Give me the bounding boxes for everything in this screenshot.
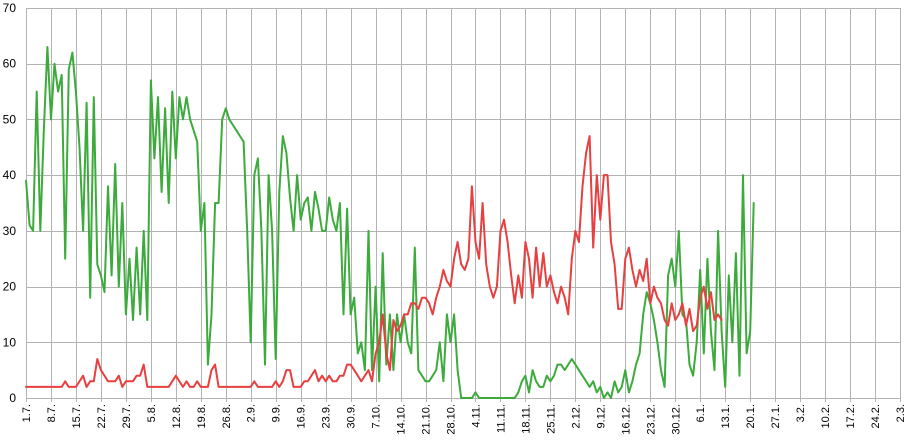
y-axis-ticks: 0 10 20 30 40 50 60 70 — [3, 1, 17, 405]
chart-grid — [26, 8, 901, 402]
x-tick-label: 24.2. — [870, 404, 882, 428]
x-tick-label: 13.1. — [720, 404, 732, 428]
x-tick-label: 5.8. — [146, 404, 158, 422]
y-tick-label: 10 — [3, 335, 17, 349]
y-tick-label: 70 — [3, 1, 17, 15]
x-tick-label: 3.2. — [795, 404, 807, 422]
x-tick-label: 10.2. — [820, 404, 832, 428]
x-tick-label: 4.11. — [470, 404, 482, 428]
y-tick-label: 40 — [3, 168, 17, 182]
x-tick-label: 23.9. — [321, 404, 333, 428]
x-tick-label: 7.10. — [371, 404, 383, 428]
x-tick-label: 2.3. — [895, 404, 907, 422]
x-tick-label: 2.9. — [246, 404, 258, 422]
x-tick-label: 21.10. — [421, 404, 433, 435]
series-line-1 — [25, 46, 755, 399]
chart-series — [25, 46, 755, 399]
x-tick-label: 17.2. — [845, 404, 857, 428]
x-tick-label: 11.11. — [495, 404, 507, 433]
series-line-2 — [25, 135, 723, 388]
x-axis-ticks: 1.7. 8.7. 15.7. 22.7. 29.7. 5.8. 12.8. 19.8. 26.… — [21, 404, 907, 435]
x-tick-label: 30.12. — [670, 404, 682, 435]
x-tick-label: 2.12. — [570, 404, 582, 428]
x-tick-label: 26.8. — [221, 404, 233, 428]
y-tick-label: 60 — [3, 57, 17, 71]
y-tick-label: 0 — [9, 391, 16, 405]
x-tick-label: 14.10. — [396, 404, 408, 435]
x-tick-label: 9.9. — [271, 404, 283, 422]
y-tick-label: 20 — [3, 280, 17, 294]
x-tick-label: 1.7. — [21, 404, 33, 422]
x-tick-label: 16.9. — [296, 404, 308, 428]
x-tick-label: 9.12. — [595, 404, 607, 428]
x-tick-label: 22.7. — [96, 404, 108, 428]
x-tick-label: 19.8. — [196, 404, 208, 428]
x-tick-label: 27.1. — [770, 404, 782, 428]
x-tick-label: 15.7. — [71, 404, 83, 428]
x-tick-label: 8.7. — [46, 404, 58, 422]
y-tick-label: 30 — [3, 224, 17, 238]
x-tick-label: 25.11. — [545, 404, 557, 434]
x-tick-label: 23.12. — [645, 404, 657, 435]
y-tick-label: 50 — [3, 112, 17, 126]
x-tick-label: 30.9. — [346, 404, 358, 428]
x-tick-label: 20.1. — [745, 404, 757, 428]
x-tick-label: 16.12. — [620, 404, 632, 435]
x-tick-label: 12.8. — [171, 404, 183, 428]
x-tick-label: 28.10. — [446, 404, 458, 435]
x-tick-label: 6.1. — [695, 404, 707, 422]
x-tick-label: 29.7. — [121, 404, 133, 428]
x-tick-label: 18.11. — [520, 404, 532, 434]
